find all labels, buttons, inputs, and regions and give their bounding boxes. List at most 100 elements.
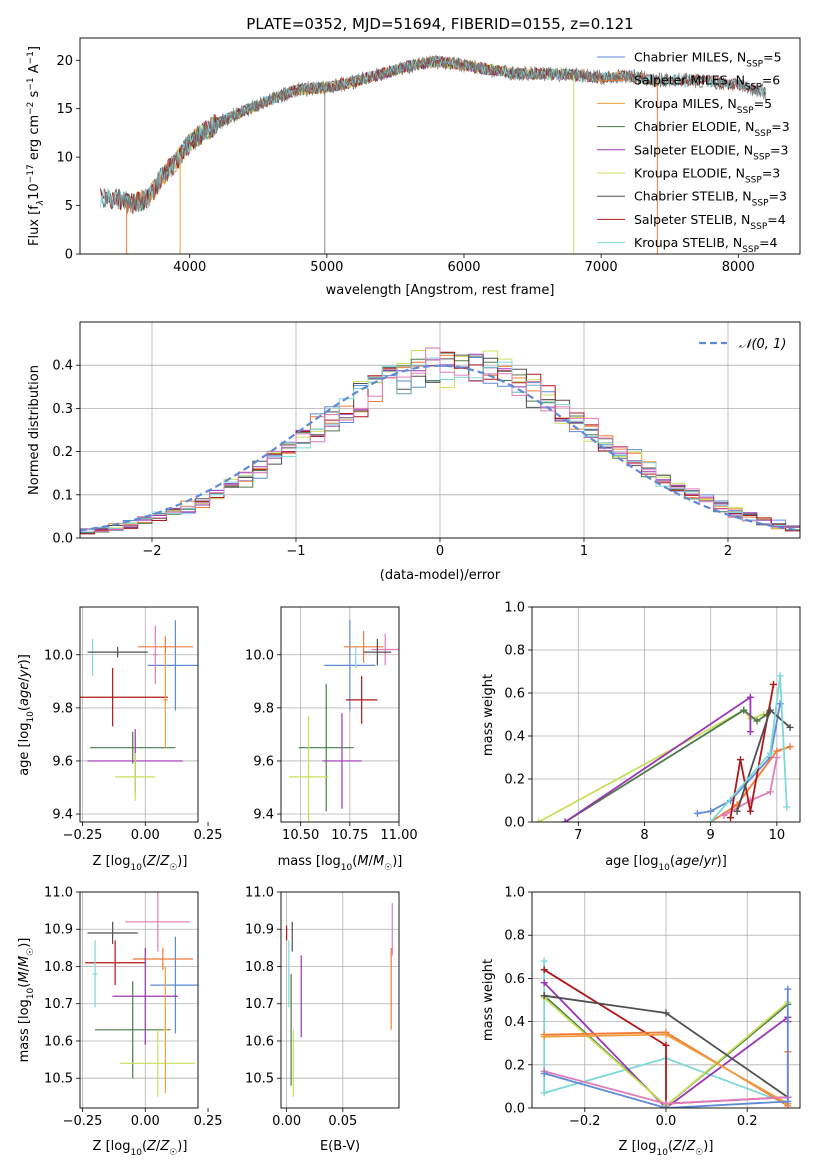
z-mass-xlabel-part: )] — [177, 1139, 187, 1154]
age-weight-ytick-label: 0.4 — [504, 730, 525, 745]
z-weight-xlabel-part: Z — [672, 1139, 683, 1154]
z-age-ylabel-part: / — [17, 677, 32, 682]
z-weight-xlabel-part: Z [log — [619, 1139, 657, 1154]
age-weight-ytick-label: 0.2 — [504, 773, 525, 788]
z-weight-xtick-label: 0.2 — [737, 1114, 758, 1129]
z-weight-xtick-label: 0.0 — [656, 1114, 677, 1129]
z-mass-xlabel-part: Z [log — [93, 1139, 131, 1154]
spectrum-legend-label-part: SSP — [754, 129, 771, 139]
age-weight-xlabel-part: ( — [670, 854, 675, 869]
residuals-xtick-label: 0 — [436, 544, 444, 559]
spectrum-legend-label-part: SSP — [737, 106, 754, 116]
spectrum-ylabel-part: A — [27, 64, 42, 77]
spectrum-ylabel-part: −2 — [26, 102, 36, 115]
z-age-ytick-label: 10.0 — [44, 648, 73, 663]
age-weight-xtick-label: 9 — [707, 828, 715, 843]
z-mass-xlabel-part: ☉ — [169, 1148, 177, 1158]
z-mass-frame — [79, 891, 199, 1109]
z-weight-series-line — [543, 961, 789, 1105]
spectrum-ylabel-part: ] — [27, 46, 42, 51]
mass-age-xtick-label: 11.00 — [380, 828, 417, 843]
residuals-ytick-label: 0.0 — [52, 532, 73, 547]
z-age-ytick-label: 9.8 — [52, 701, 73, 716]
age-weight-ylabel: mass weight — [481, 674, 496, 756]
residuals-ytick-label: 0.2 — [52, 445, 73, 460]
residuals-legend-label: 𝒩(0, 1) — [739, 337, 786, 352]
z-weight-xtick-label: −0.2 — [569, 1114, 601, 1129]
z-weight-xlabel-part: / — [682, 1139, 687, 1154]
spectrum-xtick-label: 8000 — [722, 260, 755, 275]
z-age-xlabel-part: Z — [146, 854, 157, 869]
spectrum-legend-label-part: =3 — [769, 189, 787, 204]
z-age-ylabel-part: 10 — [26, 711, 36, 723]
z-mass-plot — [80, 892, 198, 1108]
z-mass-ytick-label: 10.9 — [44, 923, 73, 938]
mass-age-xlabel-part: )] — [392, 854, 402, 869]
age-weight-series-line — [538, 709, 764, 822]
spectrum-ylabel-part: −1 — [26, 51, 36, 64]
z-weight-xlabel-part: 10 — [656, 1148, 668, 1158]
spectrum-ylabel-part: erg cm — [27, 115, 42, 164]
age-weight-ytick-label: 0.0 — [504, 816, 525, 831]
mass-age-axes: 10.50 10.75 11.00 9.4 9.6 9.8 10.0 — [245, 606, 418, 843]
spectrum-legend-label-part: SSP — [752, 199, 769, 209]
z-age-ytick-label: 9.4 — [52, 808, 73, 823]
z-weight-ytick-label: 0.0 — [504, 1102, 525, 1117]
z-mass-ytick-label: 10.8 — [44, 960, 73, 975]
z-mass-ylabel-part: / — [17, 966, 32, 971]
spectrum-axes: 4000 5000 6000 7000 8000 0 5 10 15 20 — [56, 37, 801, 275]
z-age-frame — [79, 606, 199, 823]
ebv-mass-ytick-label: 10.7 — [245, 997, 274, 1012]
spectrum-legend-label-part: SSP — [745, 176, 762, 186]
spectrum-plot — [100, 54, 766, 254]
spectrum-legend-label: Chabrier ELODIE, NSSP=3 — [634, 119, 790, 139]
z-weight-xlabel-part: )] — [703, 1139, 713, 1154]
spectrum-ylabel-part: 10 — [27, 183, 42, 200]
age-weight-xlabel-part: age — [675, 854, 699, 869]
spectrum-legend-label-part: =4 — [759, 235, 777, 250]
ebv-mass-plot — [281, 892, 399, 1108]
spectrum-legend-label-part: =6 — [762, 73, 780, 88]
z-mass-xlabel-part: 10 — [130, 1148, 142, 1158]
residuals-xtick-label: 1 — [580, 544, 588, 559]
z-mass-xlabel-part: Z — [159, 1139, 170, 1154]
z-age-xlabel-part: Z — [159, 854, 170, 869]
z-mass-ylabel-part: )] — [17, 938, 32, 948]
z-age-ylabel-part: age — [17, 682, 32, 706]
z-age-xlabel-part: Z [log — [93, 854, 131, 869]
mass-age-ytick-label: 10.0 — [245, 648, 274, 663]
z-mass-ytick-label: 10.7 — [44, 997, 73, 1012]
spectrum-legend-label: Salpeter STELIB, NSSP=4 — [634, 212, 786, 232]
spectrum-legend-label-part: Salpeter STELIB, N — [634, 212, 750, 227]
z-weight-ytick-label: 0.8 — [504, 929, 525, 944]
z-age-xlabel-part: )] — [177, 854, 187, 869]
spectrum-legend-label: Kroupa MILES, NSSP=5 — [634, 96, 772, 116]
age-weight-frame — [531, 606, 801, 823]
spectrum-legend-label: Kroupa ELODIE, NSSP=3 — [634, 166, 780, 186]
mass-age-frame — [280, 606, 400, 823]
age-weight-xtick-label: 10 — [769, 828, 786, 843]
z-mass-ytick-label: 11.0 — [44, 886, 73, 901]
z-weight-xlabel: Z [log10(Z/Z☉)] — [619, 1139, 714, 1158]
ebv-mass-xtick-label: 0.00 — [272, 1114, 301, 1129]
spectrum-legend-label: Chabrier MILES, NSSP=5 — [634, 50, 782, 70]
z-mass-ylabel-part: ☉ — [26, 948, 36, 956]
mass-age-ytick-label: 9.8 — [253, 701, 274, 716]
spectrum-frame — [79, 37, 801, 255]
residuals-plot — [80, 322, 800, 538]
z-age-ylabel: age [log10(age/yr)] — [17, 654, 36, 776]
age-weight-ytick-label: 1.0 — [504, 601, 525, 616]
z-age-xlabel: Z [log10(Z/Z☉)] — [93, 854, 188, 873]
z-age-xlabel-part: ☉ — [169, 863, 177, 873]
mass-age-plot — [281, 607, 399, 822]
age-weight-xlabel-part: 10 — [658, 863, 670, 873]
residuals-ytick-label: 0.1 — [52, 488, 73, 503]
z-mass-xlabel-part: / — [156, 1139, 161, 1154]
z-mass-xtick-label: −0.25 — [63, 1114, 103, 1129]
age-weight-series-line — [729, 684, 775, 818]
spectrum-legend-label-part: SSP — [745, 83, 762, 93]
residuals-xtick-label: −1 — [286, 544, 305, 559]
ebv-mass-xlabel: E(B-V) — [320, 1139, 360, 1154]
ebv-mass-frame — [280, 891, 400, 1109]
